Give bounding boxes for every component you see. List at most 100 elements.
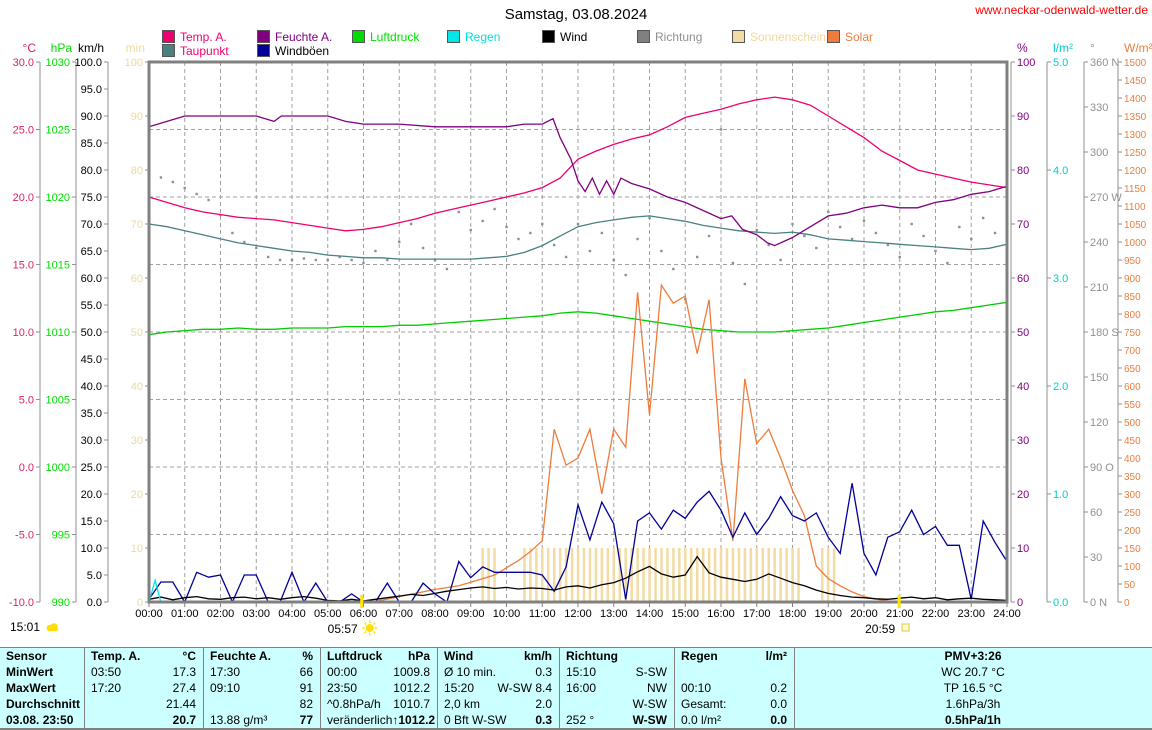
direction-dot xyxy=(838,225,842,229)
table-row: 21.44 xyxy=(85,696,203,712)
direction-dot xyxy=(910,222,913,226)
series-windb-en xyxy=(148,483,1008,604)
axis-tick-label-W/m²: 600 xyxy=(1124,382,1141,393)
sunshine-bar xyxy=(570,548,574,602)
x-tick-label: 11:00 xyxy=(529,608,556,620)
direction-dot xyxy=(648,216,651,220)
cell-time: 03:50 xyxy=(91,665,122,679)
row-label: Durchschnitt xyxy=(6,697,81,711)
sunshine-bar xyxy=(535,548,538,602)
sunshine-bar xyxy=(618,548,622,602)
table-row: Ø 10 min. 0.3 xyxy=(438,664,559,680)
cell-value: 1009.8 xyxy=(393,665,430,679)
website-link[interactable]: www.neckar-odenwald-wetter.de xyxy=(975,3,1148,17)
sunshine-bar xyxy=(695,548,699,602)
axis-tick-label-W/m²: 50 xyxy=(1124,580,1136,591)
direction-dot xyxy=(552,243,556,247)
cell-time: veränderlich xyxy=(327,713,393,727)
direction-dot xyxy=(576,222,580,226)
direction-dot xyxy=(993,231,997,235)
cell-time: 17:20 xyxy=(91,681,122,695)
direction-dot xyxy=(791,222,794,226)
direction-dot xyxy=(290,258,294,262)
axis-unit-°: ° xyxy=(1090,41,1095,55)
column-unit: l/m² xyxy=(765,649,787,663)
sunshine-bar xyxy=(797,548,800,602)
direction-dot xyxy=(600,231,604,235)
direction-dot xyxy=(481,219,484,223)
table-row: veränderlich ↑1012.2 xyxy=(321,712,437,728)
legend-swatch-icon xyxy=(732,30,745,43)
axis-unit-°C: °C xyxy=(23,41,37,55)
axis-tick-label-hPa: 1025 xyxy=(46,125,70,137)
cell-value: 1010.7 xyxy=(393,697,430,711)
direction-dot xyxy=(719,128,723,131)
axis-tick-label-W/m²: 1100 xyxy=(1124,202,1146,213)
axis-tick-label-%: 20 xyxy=(1017,489,1029,501)
x-tick-label: 05:00 xyxy=(314,608,342,620)
axis-tick-label-W/m²: 1000 xyxy=(1124,238,1147,249)
legend-swatch-icon xyxy=(257,44,270,57)
legend-item-feuchte-a-: Feuchte A. xyxy=(257,30,332,44)
axis-tick-label-°: 210 xyxy=(1090,282,1108,294)
direction-dot xyxy=(660,249,663,253)
direction-dot xyxy=(207,198,210,202)
series-wind xyxy=(148,555,1008,602)
direction-dot xyxy=(755,228,758,232)
axis-tick-label-°C: 25.0 xyxy=(13,125,34,137)
sunshine-bar xyxy=(832,548,836,602)
axis-tick-label-min: 70 xyxy=(131,219,143,231)
axis-tick-label-°: 120 xyxy=(1090,417,1108,429)
direction-dot xyxy=(624,273,627,277)
x-tick-label: 04:00 xyxy=(278,608,306,620)
cell-value: WC 20.7 °C xyxy=(941,665,1005,679)
axis-tick-label-°C: 20.0 xyxy=(13,192,34,204)
x-tick-label: 18:00 xyxy=(779,608,807,620)
axis-tick-label-W/m²: 400 xyxy=(1124,454,1141,465)
table-row: 20.7 xyxy=(85,712,203,728)
legend-swatch-icon xyxy=(162,44,175,57)
axis-tick-label-W/m²: 1400 xyxy=(1124,94,1147,105)
cell-time: 17:30 xyxy=(210,665,241,679)
direction-dot xyxy=(433,258,437,262)
cell-time: 0.0 l/m² xyxy=(681,713,722,727)
direction-dot xyxy=(898,255,901,259)
cell-value: 0.0 xyxy=(770,697,787,711)
axis-tick-label-W/m²: 950 xyxy=(1124,256,1141,267)
column-title: PMV+3:26 xyxy=(944,649,1002,663)
table-row: ^0.8hPa/h 1010.7 xyxy=(321,696,437,712)
axis-tick-label-hPa: 1000 xyxy=(46,462,70,474)
direction-dot xyxy=(731,261,735,265)
cell-value: 1.6hPa/3h xyxy=(945,697,1001,711)
sunshine-bar xyxy=(600,548,604,602)
direction-dot xyxy=(231,231,234,235)
axis-tick-label-W/m²: 200 xyxy=(1124,526,1141,537)
daylight-duration: 15:01 xyxy=(10,620,41,634)
x-tick-label: 24:00 xyxy=(993,608,1021,620)
sunshine-bar xyxy=(701,548,705,602)
axis-tick-label-%: 0 xyxy=(1017,597,1023,609)
axis-tick-label-°: 60 xyxy=(1090,507,1102,519)
cell-value: 1012.2 xyxy=(393,681,430,695)
direction-dot xyxy=(517,237,520,241)
direction-dot xyxy=(386,258,389,262)
axis-tick-label-km/h: 75.0 xyxy=(81,192,102,204)
column-title: Sensor xyxy=(6,649,47,663)
direction-dot xyxy=(159,176,163,179)
axis-tick-label-km/h: 90.0 xyxy=(81,111,102,123)
axis-tick-label-l/m²: 1.0 xyxy=(1053,489,1068,501)
axis-tick-label-W/m²: 1150 xyxy=(1124,184,1146,195)
axis-tick-label-W/m²: 550 xyxy=(1124,400,1141,411)
axis-tick-label-hPa: 990 xyxy=(52,597,70,609)
axis-tick-label-km/h: 20.0 xyxy=(81,489,102,501)
table-row: 16:00 NW xyxy=(560,680,674,696)
direction-dot xyxy=(958,225,961,229)
cell-time: 23:50 xyxy=(327,681,358,695)
table-row: Durchschnitt xyxy=(0,696,84,712)
axis-tick-label-°: 90 O xyxy=(1090,462,1114,474)
axis-tick-label-%: 10 xyxy=(1017,543,1029,555)
axis-tick-label-min: 20 xyxy=(131,489,143,501)
axis-tick-label-W/m²: 1250 xyxy=(1124,148,1147,159)
column-header: Wind km/h xyxy=(438,648,559,664)
table-row: 0.0 l/m² 0.0 xyxy=(675,712,794,728)
